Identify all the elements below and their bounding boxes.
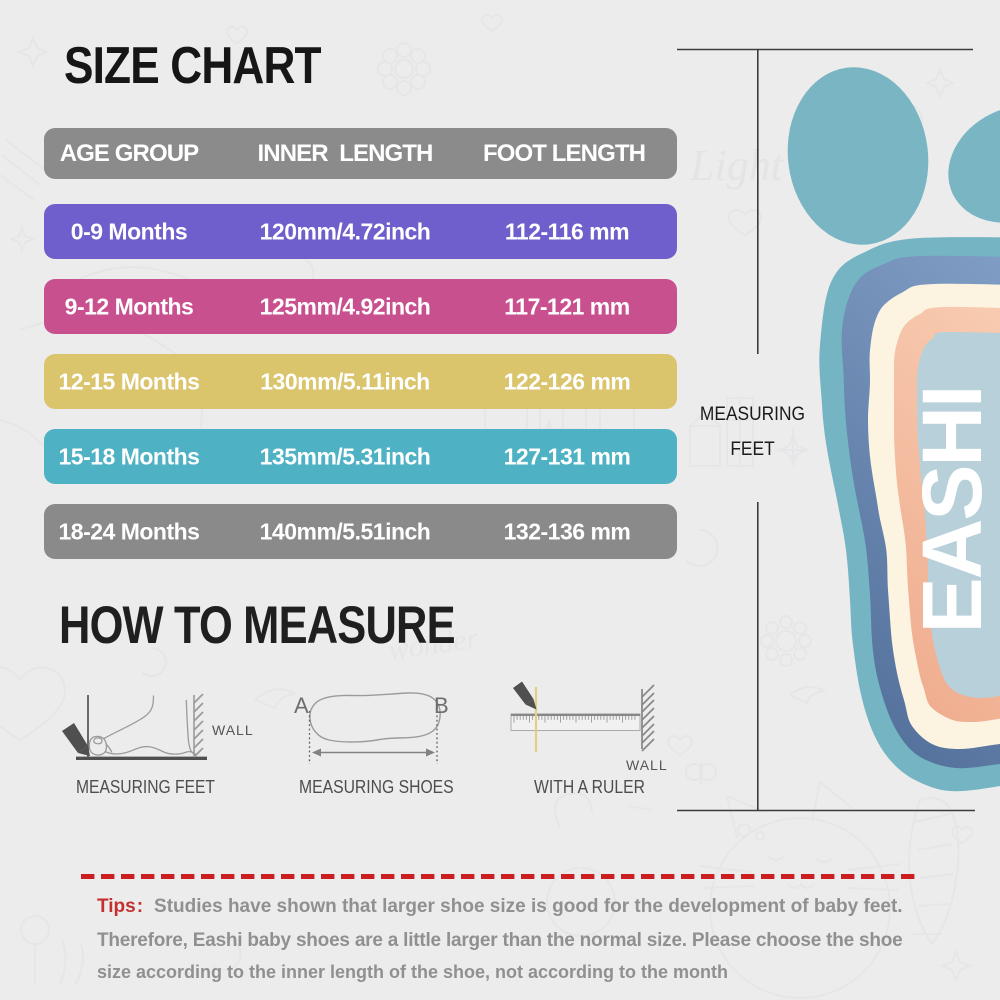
svg-text:Light: Light [689,141,785,190]
svg-text:EASHI: EASHI [905,387,999,634]
